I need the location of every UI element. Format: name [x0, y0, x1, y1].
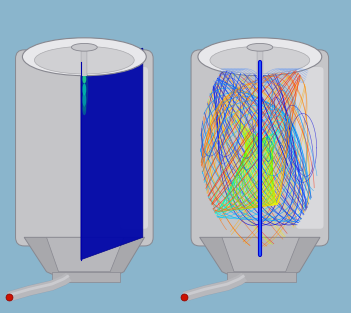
Polygon shape [81, 48, 143, 260]
Polygon shape [52, 272, 120, 282]
Ellipse shape [22, 38, 146, 76]
Polygon shape [222, 237, 299, 272]
Polygon shape [24, 237, 145, 279]
Polygon shape [227, 272, 296, 282]
Ellipse shape [198, 38, 322, 76]
Ellipse shape [34, 46, 134, 74]
FancyBboxPatch shape [296, 67, 324, 229]
Ellipse shape [247, 44, 273, 51]
Polygon shape [200, 237, 320, 279]
Ellipse shape [82, 75, 86, 83]
Ellipse shape [82, 83, 86, 95]
Ellipse shape [82, 64, 86, 67]
Ellipse shape [82, 93, 86, 107]
FancyBboxPatch shape [120, 67, 148, 229]
Ellipse shape [80, 64, 88, 112]
FancyBboxPatch shape [15, 50, 153, 246]
Ellipse shape [82, 105, 86, 115]
Ellipse shape [72, 44, 97, 51]
FancyBboxPatch shape [191, 50, 329, 246]
Polygon shape [46, 237, 124, 272]
Ellipse shape [82, 68, 86, 74]
Ellipse shape [210, 46, 310, 74]
